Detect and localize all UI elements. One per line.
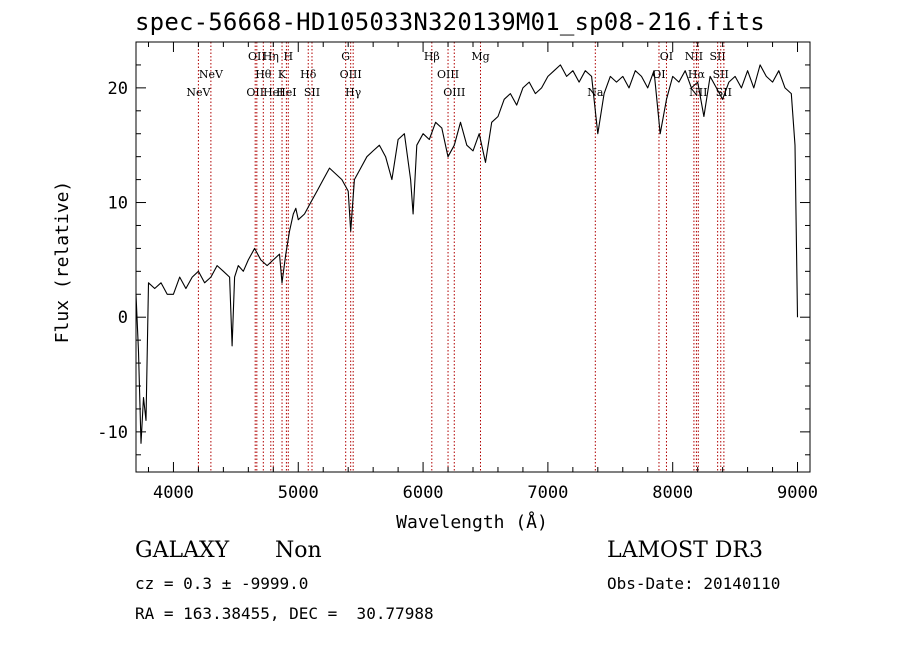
spectral-line-label: G [341, 50, 350, 63]
observation-date: Obs-Date: 20140110 [607, 574, 781, 593]
spectral-line-label: OIII [443, 86, 465, 99]
object-class: GALAXY [135, 538, 230, 563]
spectral-line-label: K [278, 68, 287, 81]
spectral-line-label: NeV [199, 68, 224, 81]
spectral-line-label: HeI [276, 86, 296, 99]
flux-line [135, 64, 799, 444]
y-tick-label: 0 [118, 308, 128, 328]
object-subclass: Non [275, 538, 322, 563]
spectral-line-label: NII [685, 50, 703, 63]
y-axis-label: Flux (relative) [52, 181, 73, 344]
spectral-line-label: SII [716, 86, 732, 99]
x-tick-label: 5000 [278, 483, 319, 503]
flux-series [135, 64, 799, 444]
plot-frame [135, 41, 811, 473]
y-tick-label: 10 [108, 194, 128, 214]
spectral-line-label: Na [587, 86, 604, 99]
x-tick-label: 4000 [153, 483, 194, 503]
spectral-line-label: HeI [263, 86, 283, 99]
spectral-line-label: SII [304, 86, 320, 99]
spectral-line-label: OI [652, 68, 665, 81]
spectral-line-label: NeV [186, 86, 211, 99]
spectral-line-markers: NeV NeV OII OII Hθ Hη HeI KH HeI Hδ SII G OIII Hγ Hβ OI… [186, 42, 732, 472]
survey-name: LAMOST DR3 [607, 538, 763, 563]
x-axis-label: Wavelength (Å) [396, 511, 548, 533]
redshift-line: cz = 0.3 ± -9999.0 [135, 574, 309, 593]
spectral-line-label: SII [713, 68, 729, 81]
spectral-line-label: Hγ [345, 86, 362, 99]
x-tick-label: 6000 [403, 483, 444, 503]
spectral-line-label: OII [248, 50, 266, 63]
y-tick-label: -10 [97, 423, 128, 443]
spectral-line-label: OIII [437, 68, 459, 81]
spectral-line-label: Hθ [255, 68, 272, 81]
spectral-line-label: OII [246, 86, 264, 99]
spectral-line-label: Hβ [424, 50, 440, 63]
spectral-line-label: Hη [263, 50, 279, 63]
y-tick-label: 20 [108, 79, 128, 99]
spectral-line-label: Mg [471, 50, 489, 63]
axis-ticks: 4000 5000 6000 7000 8000 9000 -10 0 10 20 [97, 41, 818, 503]
spectral-line-label: NII [689, 86, 707, 99]
coordinates-line: RA = 163.38455, DEC = 30.77988 [135, 604, 434, 623]
chart-title: spec-56668-HD105033N320139M01_sp08-216.f… [135, 8, 765, 36]
x-tick-label: 8000 [652, 483, 693, 503]
x-tick-label: 7000 [527, 483, 568, 503]
spectral-line-label: H [283, 50, 293, 63]
spectral-line-label: OIII [340, 68, 362, 81]
spectral-line-label: OI [660, 50, 673, 63]
spectral-line-label: SII [710, 50, 726, 63]
spectral-line-label: Hα [688, 68, 706, 81]
x-tick-label: 9000 [777, 483, 818, 503]
spectral-line-label: Hδ [300, 68, 317, 81]
